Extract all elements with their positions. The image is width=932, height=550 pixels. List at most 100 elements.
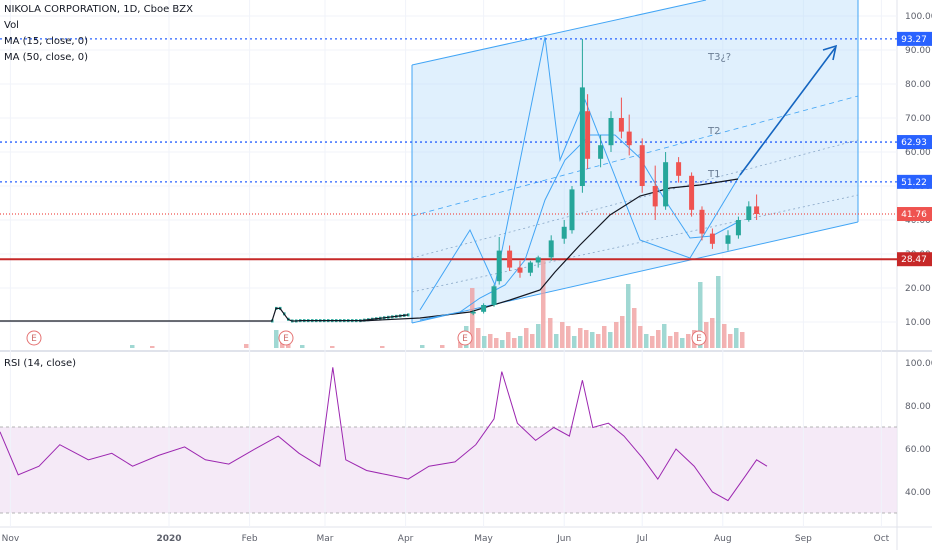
volume-bar [662,324,667,348]
candle-body[interactable] [639,145,645,186]
legend-ma15[interactable]: MA (15, close, 0) [4,36,89,47]
candle-body[interactable] [561,226,567,239]
channel-mid-line [411,95,859,217]
price-tag-label: 28.47 [901,255,927,265]
mini-candle [407,313,410,317]
candle-body[interactable] [470,311,476,314]
volume-bar [500,340,505,348]
volume-bar [554,334,559,348]
price-tag[interactable] [897,207,932,222]
target-label[interactable]: T3¿? [707,52,731,63]
candle-body[interactable] [626,131,632,146]
volume-bar [458,342,463,348]
legend-title[interactable]: NIKOLA CORPORATION, 1D, Cboe BZX [4,4,193,15]
price-tick-label: 10.00 [905,318,931,328]
candle-body[interactable] [585,111,591,159]
candle-body[interactable] [598,145,604,159]
volume-bar [620,316,625,348]
price-pane[interactable] [0,0,897,350]
volume-bar [590,332,595,348]
time-tick-label: Feb [242,534,258,544]
candle-body[interactable] [569,189,575,231]
candle-body[interactable] [663,162,669,207]
rsi-band [0,427,897,513]
volume-bar [130,345,135,348]
price-tag[interactable] [897,31,932,46]
price-tick-label: 80.00 [905,80,931,90]
legend-ma50[interactable]: MA (50, close, 0) [4,52,89,63]
legend-rsi[interactable]: RSI (14, close) [4,358,77,369]
candle-body[interactable] [725,235,731,244]
candle-body[interactable] [608,118,614,146]
candle-body[interactable] [676,162,682,176]
channel-upper-line[interactable] [411,0,707,66]
candle-body[interactable] [535,257,541,263]
channel-fill [412,0,858,323]
candle-body[interactable] [652,186,658,207]
time-tick-label: Jun [556,534,571,544]
candles[interactable] [470,38,760,316]
volume-bar [722,324,727,348]
candle-body[interactable] [689,175,695,210]
earnings-marker[interactable] [278,330,294,346]
target-label[interactable]: T1 [707,169,720,180]
volume-bar [686,334,691,348]
earnings-marker[interactable] [691,330,707,346]
price-tags[interactable]: 93.27 62.93 51.22 41.76 28.47 [897,31,932,267]
volume-bar [482,336,487,348]
volume-bar [330,346,335,348]
earnings-marker-label: E [696,334,702,344]
candle-body[interactable] [548,240,554,258]
target-arrow-line[interactable] [739,47,836,176]
volume-bar [578,328,583,348]
candle-body[interactable] [507,250,513,268]
earnings-marker[interactable] [26,330,42,346]
volume-bar [150,346,155,348]
earnings-marker-label: E [31,334,37,344]
volume-bar [740,332,745,348]
channel-lower-line[interactable] [411,221,859,324]
candle-body[interactable] [491,286,497,305]
candle-body[interactable] [709,233,715,244]
volume-bar [524,328,529,348]
candle-body[interactable] [699,209,705,234]
price-tag-label: 51.22 [901,178,927,188]
candle-body[interactable] [481,305,487,312]
candle-body[interactable] [579,87,585,186]
volume-bar [638,326,643,348]
volume-bar [518,336,523,348]
channel-low-quarter-line [411,194,859,293]
candle-body[interactable] [527,262,533,273]
volume-bar [704,322,709,348]
price-tag[interactable] [897,135,932,150]
candle-body[interactable] [735,220,741,236]
earnings-marker[interactable] [457,330,473,346]
price-tag[interactable] [897,174,932,189]
volume-bar [420,345,425,348]
price-tick-label: 60.00 [905,148,931,158]
volume-bar [476,328,481,348]
target-label[interactable]: T2 [707,126,720,137]
price-tag[interactable] [897,252,932,267]
annotations[interactable]: T3¿? T2 T1 [707,52,731,180]
volume-bar [548,318,553,348]
earnings-marker-label: E [462,334,468,344]
candle-body[interactable] [618,118,624,132]
volume-bar [530,334,535,348]
time-tick-label: Mar [317,534,334,544]
candle-body[interactable] [517,267,523,273]
time-axis[interactable]: Nov 2020 Feb Mar Apr May Jun Jul Aug Sep Oct [2,534,890,544]
volume-bar [716,276,721,348]
price-tag-label: 93.27 [901,35,927,45]
rsi-tick-label: 60.00 [905,445,931,455]
volume-bar [626,284,631,348]
candle-body[interactable] [754,206,760,215]
volume-bar [488,334,493,348]
earnings-marker-label: E [283,334,289,344]
legend-vol[interactable]: Vol [4,20,19,31]
candle-body[interactable] [496,250,502,282]
candle-body[interactable] [746,206,752,220]
target-arrowhead [822,44,838,61]
